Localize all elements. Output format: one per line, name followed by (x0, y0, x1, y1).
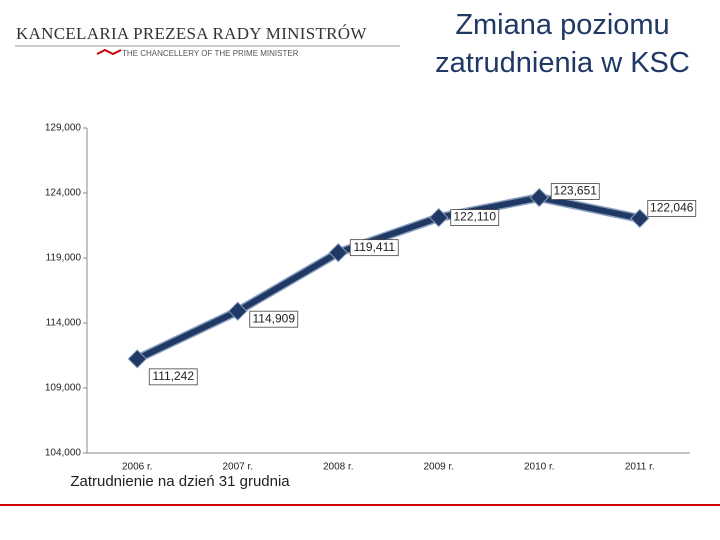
line-outline (135, 193, 641, 363)
line (135, 194, 641, 362)
value-label: 123,651 (554, 184, 598, 198)
x-tick-label: 2006 r. (122, 462, 153, 473)
marker (429, 207, 449, 228)
value-label: 111,242 (152, 369, 194, 383)
y-tick-label: 114,000 (46, 318, 82, 329)
value-label: 122,046 (650, 201, 694, 215)
x-tick-label: 2007 r. (222, 462, 253, 473)
y-tick-label: 104,000 (45, 448, 82, 459)
marker (328, 242, 348, 263)
y-tick-label: 109,000 (45, 383, 82, 394)
logo-mark (96, 48, 122, 56)
y-tick-label: 119,000 (46, 253, 82, 264)
chart-title: Zmiana poziomu zatrudnienia w KSC (435, 9, 690, 79)
value-label: 114,909 (253, 311, 296, 325)
value-label-box (148, 368, 198, 386)
x-tick-label: 2008 r. (323, 462, 354, 473)
marker (630, 208, 650, 229)
value-label-box (550, 183, 600, 200)
y-tick-label: 129,000 (45, 123, 82, 134)
marker (228, 301, 248, 321)
value-label: 119,411 (353, 240, 395, 254)
x-tick-label: 2011 r. (625, 462, 655, 473)
institution-name: KANCELARIA PREZESA RADY MINISTRÓW (16, 24, 367, 43)
x-tick-label: 2009 r. (423, 462, 454, 473)
marker (127, 349, 147, 369)
value-label-box (349, 239, 399, 257)
x-axis-label: Zatrudnienie na dzień 31 grudnia (70, 473, 290, 490)
value-label: 122,110 (454, 210, 497, 224)
value-label-box (249, 310, 299, 328)
x-tick-label: 2010 r. (524, 462, 555, 473)
institution-name-en: THE CHANCELLERY OF THE PRIME MINISTER (122, 49, 299, 58)
value-label-box (450, 209, 500, 226)
value-label-box (647, 200, 697, 217)
y-tick-label: 124,000 (45, 188, 82, 199)
marker (529, 187, 549, 208)
